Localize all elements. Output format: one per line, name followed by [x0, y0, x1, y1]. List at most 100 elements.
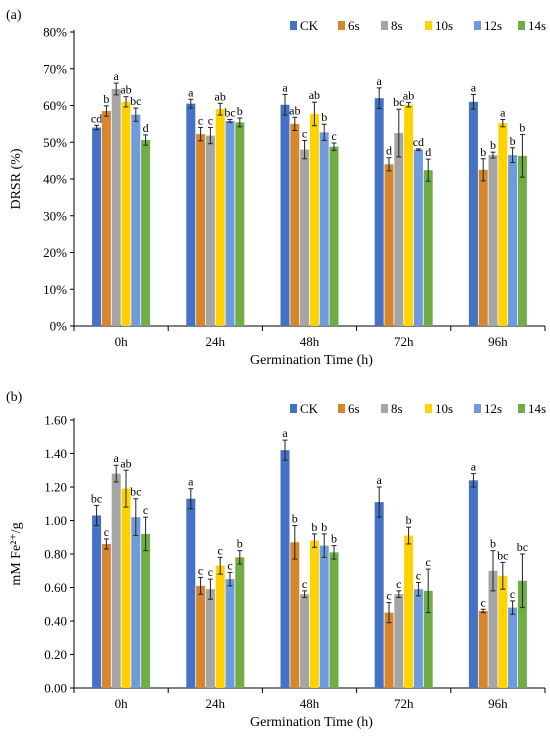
significance-letter: bc	[497, 548, 508, 562]
legend-swatch	[381, 21, 388, 30]
significance-letter: b	[490, 138, 496, 152]
bar-8s-72h	[394, 133, 404, 326]
y-tick-label: 0.80	[44, 547, 67, 562]
bar-6s-0h	[101, 111, 111, 326]
bar-8s-0h	[111, 473, 121, 688]
bar-10s-24h	[215, 565, 225, 688]
legend-label: 8s	[391, 401, 403, 416]
bar-CK-24h	[186, 103, 196, 326]
bar-CK-48h	[280, 104, 290, 326]
bar-6s-72h	[384, 612, 394, 688]
significance-letter: b	[331, 532, 337, 546]
legend-swatch	[518, 21, 525, 30]
significance-letter: a	[114, 451, 120, 465]
bar-10s-72h	[404, 104, 414, 326]
y-axis-label: mM Fe²⁺/g	[9, 522, 24, 585]
x-tick-label: 48h	[300, 334, 320, 349]
legend-label: CK	[300, 18, 319, 33]
bar-6s-48h	[290, 123, 300, 326]
significance-letter: a	[500, 105, 506, 119]
significance-letter: c	[198, 563, 203, 577]
bar-CK-96h	[468, 101, 478, 326]
significance-letter: c	[426, 555, 431, 569]
x-tick-label: 96h	[488, 334, 508, 349]
legend-swatch	[381, 404, 388, 413]
y-tick-label: 0.20	[44, 647, 67, 662]
legend-label: 12s	[484, 401, 502, 416]
y-axis-label: DRSR (%)	[9, 148, 24, 209]
y-tick-label: 1.00	[44, 513, 67, 528]
bar-8s-48h	[300, 594, 310, 688]
x-tick-label: 24h	[206, 696, 226, 711]
significance-letter: b	[321, 110, 327, 124]
y-tick-label: 1.60	[44, 413, 67, 428]
significance-letter: c	[218, 543, 223, 557]
legend-swatch	[474, 404, 481, 413]
bar-6s-96h	[478, 610, 488, 688]
significance-letter: c	[510, 587, 515, 601]
significance-letter: ab	[289, 103, 300, 117]
significance-letter: bc	[517, 540, 528, 554]
y-tick-label: 1.40	[44, 446, 67, 461]
y-tick-label: 0%	[50, 319, 68, 334]
bar-14s-72h	[423, 170, 433, 326]
significance-letter: b	[519, 121, 525, 135]
y-tick-label: 40%	[43, 172, 67, 187]
significance-letter: ab	[309, 88, 320, 102]
y-tick-label: 10%	[43, 282, 67, 297]
significance-letter: c	[302, 126, 307, 140]
bar-14s-24h	[235, 122, 245, 326]
significance-letter: bc	[224, 105, 235, 119]
legend-swatch	[338, 21, 345, 30]
bar-12s-96h	[508, 155, 518, 326]
legend-label: CK	[300, 401, 319, 416]
significance-letter: ab	[403, 89, 414, 103]
significance-letter: ab	[120, 83, 131, 97]
bar-6s-48h	[290, 542, 300, 688]
bar-10s-0h	[121, 488, 131, 688]
bar-6s-96h	[478, 169, 488, 326]
significance-letter: a	[188, 85, 194, 99]
legend-label: 12s	[484, 18, 502, 33]
x-tick-label: 0h	[115, 696, 129, 711]
y-tick-label: 80%	[43, 25, 67, 40]
panel-label: (b)	[6, 390, 23, 405]
significance-letter: c	[227, 558, 232, 572]
bar-14s-48h	[329, 146, 339, 326]
significance-letter: cd	[91, 111, 102, 125]
significance-letter: a	[114, 69, 120, 83]
significance-letter: c	[331, 129, 336, 143]
legend-swatch	[518, 404, 525, 413]
panel-b: (b) 0.00 0.20 0.40 0.60 0.80 1.00 1.20 1.40 1.60 m…	[6, 390, 546, 730]
bar-6s-24h	[196, 585, 206, 688]
bar-10s-0h	[121, 101, 131, 326]
significance-letter: a	[377, 473, 383, 487]
bar-12s-24h	[225, 120, 235, 326]
bar-12s-72h	[413, 149, 423, 326]
y-tick-label: 60%	[43, 98, 67, 113]
bar-CK-48h	[280, 450, 290, 688]
bar-14s-96h	[517, 580, 527, 688]
bar-14s-96h	[517, 155, 527, 326]
bar-8s-24h	[205, 589, 215, 688]
x-tick-label: 0h	[115, 334, 129, 349]
bar-8s-96h	[488, 570, 498, 688]
legend-label: 6s	[348, 401, 360, 416]
y-tick-label: 70%	[43, 61, 67, 76]
bar-12s-72h	[413, 589, 423, 688]
significance-letter: d	[386, 144, 392, 158]
significance-letter: c	[208, 114, 213, 128]
significance-letter: b	[480, 145, 486, 159]
x-axis-label: Germination Time (h)	[250, 353, 373, 368]
significance-letter: c	[198, 114, 203, 128]
legend-label: 14s	[528, 18, 546, 33]
bar-10s-96h	[498, 575, 508, 688]
y-tick-label: 20%	[43, 245, 67, 260]
legend-label: 10s	[435, 18, 453, 33]
bar-8s-48h	[300, 149, 310, 326]
bar-CK-96h	[468, 480, 478, 688]
y-tick-label: 0.40	[44, 614, 67, 629]
significance-letter: d	[143, 121, 149, 135]
x-tick-label: 96h	[488, 696, 508, 711]
